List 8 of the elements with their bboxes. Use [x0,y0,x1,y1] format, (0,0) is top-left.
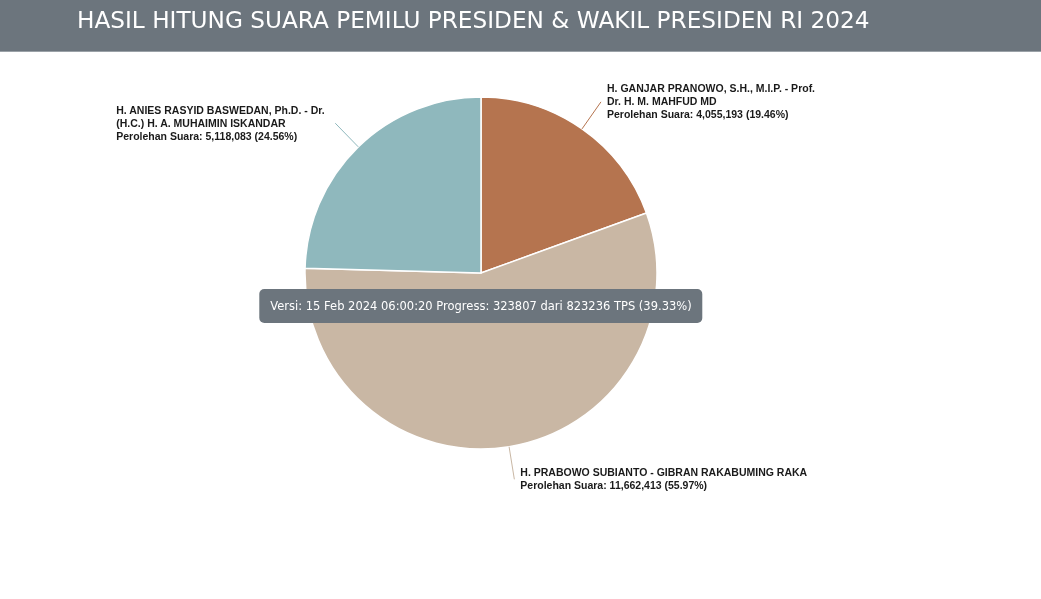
text: Versi: 15 Feb 2024 06:00:20 Progress: 323807 dari 823236 TPS (39.33%) [259,289,703,323]
data-label: Perolehan Suara: 11,662,413 (55.97%) [520,479,709,493]
slice-label: H. ANIES RASYID BASWEDAN, Ph.D. - Dr. (H.C.) H. A. MUHAIMIN ISKANDAR [116,103,326,130]
data-label: Perolehan Suara: 5,118,083 (24.56%) [116,129,299,143]
slice-label: H. PRABOWO SUBIANTO - GIBRAN RAKABUMING RAKA [520,466,808,480]
chart-title: HASIL HITUNG SUARA PEMILU PRESIDEN & WAKIL PRESIDEN RI 2024 [77,5,870,35]
data-label: Perolehan Suara: 4,055,193 (19.46%) [606,108,790,122]
slice-label: H. GANJAR PRANOWO, S.H., M.I.P. - Prof. Dr. H. M. MAHFUD MD [606,82,817,109]
